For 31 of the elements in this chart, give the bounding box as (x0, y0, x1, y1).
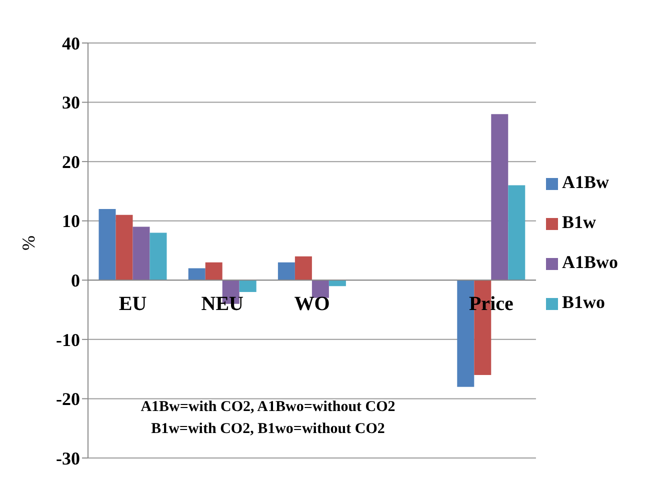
bar (132, 226, 150, 280)
y-tick-label: -10 (56, 330, 80, 350)
legend-label: A1Bw (562, 172, 609, 192)
y-tick-label: 40 (62, 33, 80, 54)
y-tick-label: -30 (56, 448, 80, 468)
bar (239, 280, 256, 292)
bar (491, 114, 508, 280)
x-tick-label: NEU (201, 293, 244, 316)
bar (150, 232, 167, 280)
legend-label: A1Bwo (562, 252, 618, 272)
y-axis-title: % (18, 236, 38, 250)
bar (278, 262, 295, 280)
x-tick-label: WO (294, 293, 330, 316)
bar (116, 214, 133, 280)
annotation: B1w=with CO2, B1wo=without CO2 (150, 420, 386, 439)
bar (205, 262, 222, 280)
x-tick-label: EU (118, 293, 147, 316)
y-tick-label: 30 (62, 92, 80, 113)
annotation: A1Bw=with CO2, A1Bwo=without CO2 (140, 398, 396, 417)
legend-label: B1w (562, 212, 596, 232)
bar (188, 268, 206, 280)
y-tick-label: 20 (62, 152, 80, 172)
y-tick-label: 10 (62, 211, 80, 232)
y-tick-label: -20 (56, 389, 80, 410)
legend-label: B1wo (562, 292, 605, 312)
bar (328, 280, 346, 286)
y-tick-label: 0 (71, 270, 80, 291)
bar (294, 256, 312, 280)
bar (312, 280, 329, 298)
bar (508, 185, 526, 280)
bar (98, 209, 116, 280)
